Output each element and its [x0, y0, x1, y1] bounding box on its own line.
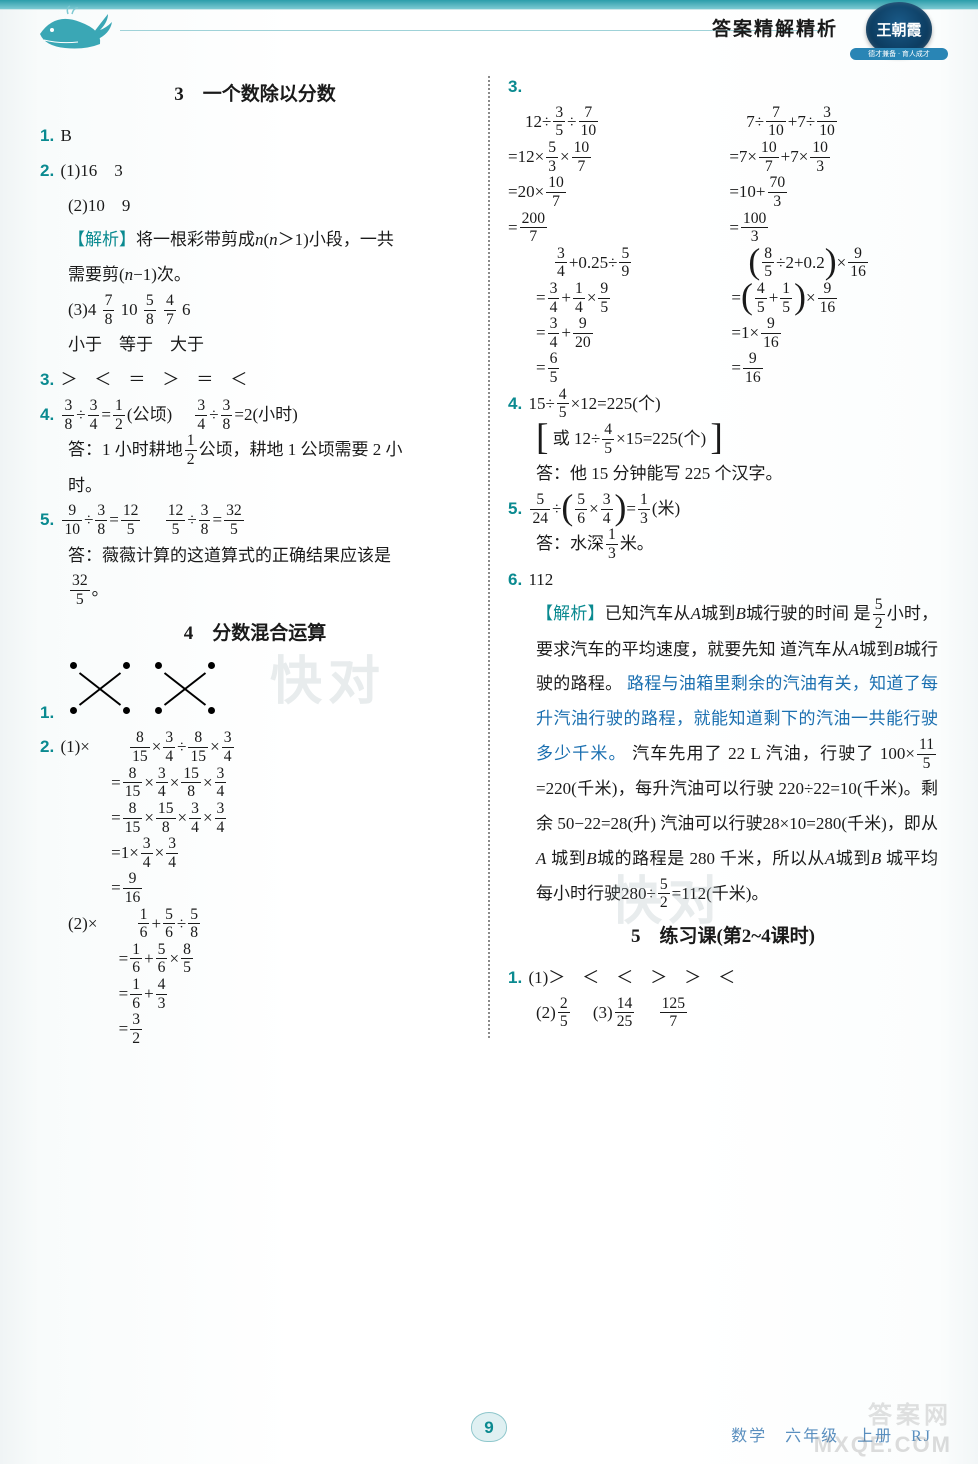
header-title: 答案精解精析 [712, 14, 838, 41]
q-num: 6. [508, 570, 522, 589]
brand-ribbon: 德才兼备 · 育人成才 [850, 48, 948, 60]
q-num: 1. [40, 703, 54, 722]
q-num: 2. [40, 737, 54, 756]
cross-icon [153, 660, 217, 716]
answer-text: 4. 15÷45×12=225(个) [508, 387, 938, 422]
answer-text: (1)＞ ＜ ＜ ＞ ＞ ＜ [528, 968, 735, 987]
brand-badge-text: 王朝霞 [876, 19, 921, 40]
equation-block: (2)× 16+56÷58 =16+56×85 =16+43 =32 [40, 907, 470, 1048]
q-num: 1. [40, 126, 54, 145]
answer-text: 答：水深13米。 [508, 527, 938, 562]
answer-text: (2)10 9 [40, 189, 470, 224]
analysis-block: 【解析】已知汽车从A城到B城行驶的时间 是52小时，要求汽车的平均速度，就要先知… [508, 597, 938, 912]
equation-block: 34+0.25÷59 =34+14×95 =34+920 =65 (85÷2+0… [508, 246, 938, 387]
answer-text: ＞ ＜ ＝ ＞ ＝ ＜ [60, 370, 247, 389]
header-wave [0, 0, 978, 10]
equation-block: 2. (1)× 815×34÷815×34 =815×34×158×34 =81… [40, 730, 470, 906]
answer-text: 112 [528, 570, 553, 589]
q-num: 1. [508, 968, 522, 987]
q-num: 5. [40, 510, 54, 529]
q-num: 4. [508, 394, 522, 413]
q-num: 3. [508, 77, 522, 96]
answer-text: 5. 910÷38=125 125÷38=325 [40, 503, 470, 538]
answer-text: B [60, 126, 71, 145]
answer-text: 5. 524÷(56×34)=13(米) [508, 492, 938, 527]
section-4-title: 4 分数混合运算 [40, 615, 470, 654]
page-header: 答案精解精析 王朝霞 德才兼备 · 育人成才 [0, 0, 978, 62]
analysis-label: 【解析】 [536, 604, 605, 623]
answer-text: [ 或 12÷45×15=225(个) ] [508, 422, 938, 457]
equation-block: 3. 12÷35÷710 =12×53×107 =20×107 =2007 7÷… [508, 70, 938, 246]
site-watermark: 答案网 [868, 1395, 952, 1430]
answer-text: (1)16 3 [60, 161, 122, 180]
analysis-label: 【解析】 [68, 230, 136, 249]
q-num: 2. [40, 161, 54, 180]
answer-text: 时。 [40, 469, 470, 504]
section-3-title: 3 一个数除以分数 [40, 76, 470, 115]
answer-text: (2)25 (3)1425 1257 [508, 996, 938, 1031]
site-watermark: MXQE.COM [814, 1432, 952, 1458]
cross-icon [68, 660, 132, 716]
answer-text: (3)4 78 10 58 47 6 [40, 293, 470, 328]
answer-text: 325。 [40, 573, 470, 608]
analysis-line: 需要剪(n−1)次。 [40, 258, 470, 293]
right-column: 3. 12÷35÷710 =12×53×107 =20×107 =2007 7÷… [490, 70, 938, 1048]
q-num: 3. [40, 370, 54, 389]
section-5-title: 5 练习课(第2~4课时) [508, 918, 938, 957]
matching-answer: 1. [40, 658, 470, 731]
answer-text: 答：1 小时耕地12公顷，耕地 1 公顷需要 2 小 [40, 433, 470, 468]
answer-text: 4. 38÷34=12(公顷) 34÷38=2(小时) [40, 398, 470, 433]
answer-text: 小于 等于 大于 [40, 328, 470, 363]
answer-text: 答：薇薇计算的这道算式的正确结果应该是 [40, 539, 470, 574]
analysis-line: 【解析】将一根彩带剪成n(n＞1)小段，一共 [40, 223, 470, 258]
whale-icon [30, 4, 114, 54]
left-column: 3 一个数除以分数 1. B 2. (1)16 3 (2)10 9 【解析】将一… [40, 70, 488, 1048]
page-number: 9 [471, 1412, 507, 1442]
page: 答案精解精析 王朝霞 德才兼备 · 育人成才 3 一个数除以分数 1. B 2.… [0, 0, 978, 1464]
page-footer: 9 数学 六年级 上册 RJ 答案网 MXQE.COM [0, 1404, 978, 1464]
content-columns: 3 一个数除以分数 1. B 2. (1)16 3 (2)10 9 【解析】将一… [0, 62, 978, 1108]
q-num: 5. [508, 499, 522, 518]
q-num: 4. [40, 405, 54, 424]
